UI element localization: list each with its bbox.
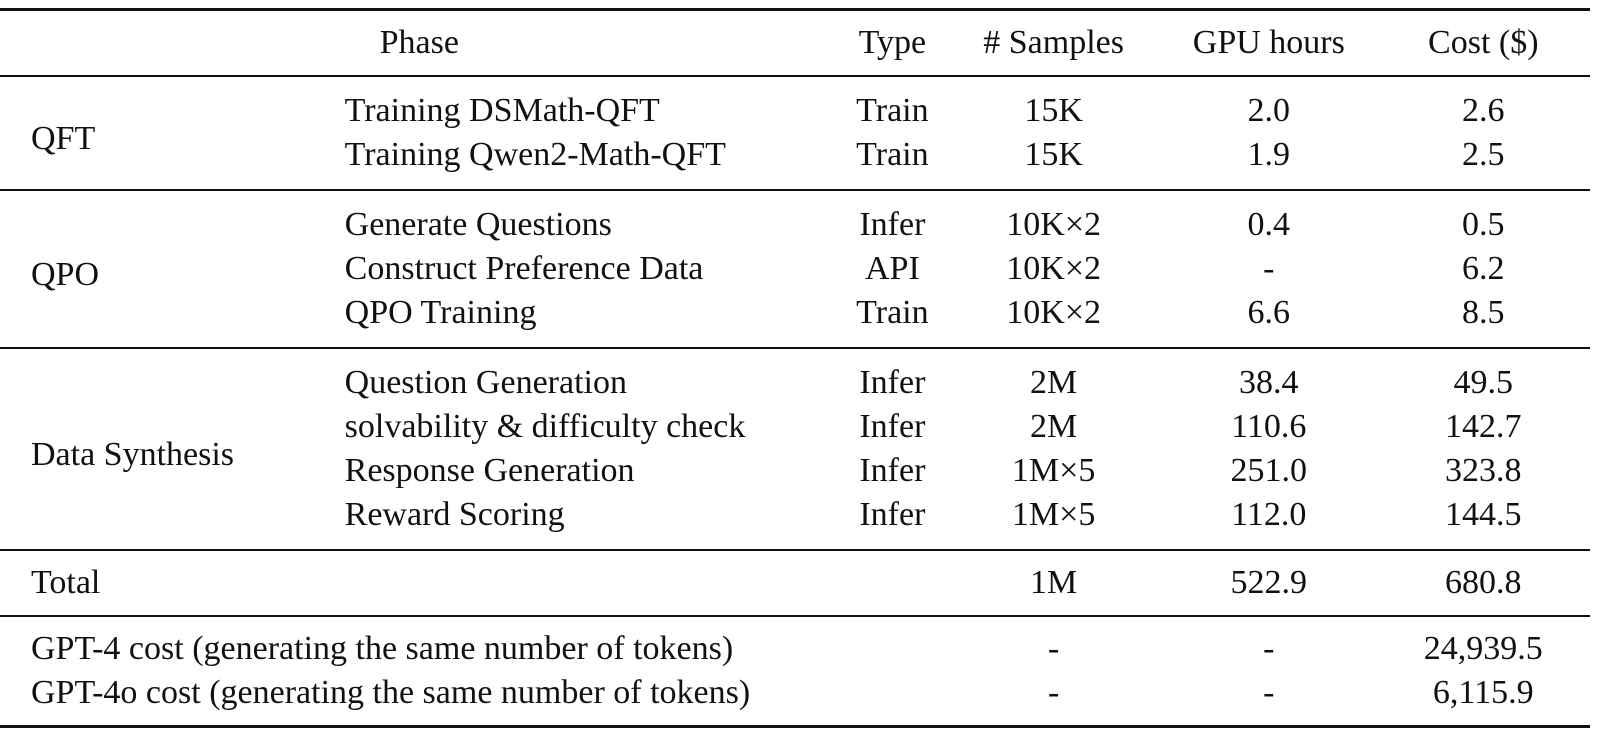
type-cell: Infer [859, 452, 926, 489]
samples-cell: 2M [1030, 408, 1078, 445]
table-row: Construct Preference Data API 10K×2 - 6.… [0, 247, 1590, 291]
step-label: Training Qwen2-Math-QFT [344, 136, 726, 173]
samples-cell: 1M×5 [1011, 452, 1096, 489]
step-label: Reward Scoring [344, 496, 565, 533]
step-label: Training DSMath-QFT [315, 75, 839, 133]
cost-cell: 6.2 [1462, 250, 1505, 287]
type-cell: Train [856, 294, 929, 331]
total-label: Total [0, 549, 947, 616]
group-label-data-synthesis: Data Synthesis [0, 347, 316, 550]
gpu-hours-cell: 1.9 [1247, 136, 1291, 173]
total-samples: 1M [946, 549, 1162, 616]
comparison-row-gpt4o: GPT-4o cost (generating the same number … [0, 671, 1590, 728]
step-label: Response Generation [344, 452, 635, 489]
gpu-hours-cell: 251.0 [1230, 452, 1308, 489]
cost-cell: 142.7 [1445, 408, 1522, 445]
table-row: Training Qwen2-Math-QFT Train 15K 1.9 2.… [0, 133, 1590, 190]
gpu-hours-cell: 6.6 [1247, 294, 1291, 331]
gpu-hours-cell: 110.6 [1231, 408, 1307, 445]
total-cost: 680.8 [1376, 549, 1590, 616]
table-row: QPO Training Train 10K×2 6.6 8.5 [0, 291, 1590, 348]
cost-cell: 2.6 [1376, 75, 1590, 133]
samples-cell: 15K [946, 75, 1162, 133]
comparison-samples: - [946, 671, 1162, 728]
total-row: Total 1M 522.9 680.8 [0, 549, 1590, 616]
gpu-hours-cell: 38.4 [1161, 347, 1377, 405]
gpu-hours-cell: 112.0 [1231, 496, 1307, 533]
gpu-hours-cell: - [1263, 250, 1275, 287]
type-cell: Infer [859, 408, 926, 445]
cost-cell: 2.5 [1462, 136, 1505, 173]
cost-cell: 49.5 [1376, 347, 1590, 405]
step-label: solvability & difficulty check [344, 408, 746, 445]
samples-cell: 2M [946, 347, 1162, 405]
cost-cell: 144.5 [1445, 496, 1522, 533]
type-cell: Infer [859, 496, 926, 533]
comparison-cost: 24,939.5 [1376, 615, 1590, 671]
comparison-samples: - [946, 615, 1162, 671]
table-row: Reward Scoring Infer 1M×5 112.0 144.5 [0, 493, 1590, 550]
group-label-qpo: QPO [0, 189, 316, 348]
type-cell: Train [856, 136, 929, 173]
comparison-gpu-hours: - [1161, 671, 1377, 728]
samples-cell: 10K×2 [1006, 250, 1101, 287]
table-header-row: Phase Type # Samples GPU hours Cost ($) [0, 8, 1590, 76]
total-gpu-hours: 522.9 [1161, 549, 1377, 616]
samples-cell: 10K×2 [1006, 294, 1101, 331]
type-cell: Infer [838, 347, 947, 405]
table-row: QPO Generate Questions Infer 10K×2 0.4 0… [0, 189, 1590, 348]
header-type: Type [838, 8, 947, 76]
table-row: Data Synthesis Question Generation Infer… [0, 347, 1590, 550]
step-label: QPO Training [344, 294, 537, 331]
table-row: Response Generation Infer 1M×5 251.0 323… [0, 449, 1590, 493]
group-label-qft: QFT [0, 75, 316, 190]
cost-cell: 323.8 [1445, 452, 1522, 489]
comparison-label: GPT-4 cost (generating the same number o… [0, 615, 947, 671]
samples-cell: 1M×5 [1011, 496, 1096, 533]
header-samples: # Samples [946, 8, 1162, 76]
gpu-hours-cell: 0.4 [1161, 189, 1377, 247]
table-row: solvability & difficulty check Infer 2M … [0, 405, 1590, 449]
samples-cell: 15K [1024, 136, 1083, 173]
cost-cell: 0.5 [1376, 189, 1590, 247]
gpu-hours-cell: 2.0 [1161, 75, 1377, 133]
step-label: Question Generation [315, 347, 839, 405]
type-cell: Train [838, 75, 947, 133]
cost-table: Phase Type # Samples GPU hours Cost ($) … [0, 8, 1590, 728]
header-cost: Cost ($) [1376, 8, 1590, 76]
step-label: Generate Questions [315, 189, 839, 247]
header-gpu-hours: GPU hours [1161, 8, 1377, 76]
table-row: QFT Training DSMath-QFT Train 15K 2.0 2.… [0, 75, 1590, 190]
samples-cell: 10K×2 [946, 189, 1162, 247]
header-phase: Phase [0, 8, 839, 76]
step-label: Construct Preference Data [344, 250, 704, 287]
comparison-label: GPT-4o cost (generating the same number … [0, 671, 947, 728]
comparison-row-gpt4: GPT-4 cost (generating the same number o… [0, 615, 1590, 671]
comparison-cost: 6,115.9 [1376, 671, 1590, 728]
type-cell: Infer [838, 189, 947, 247]
comparison-gpu-hours: - [1161, 615, 1377, 671]
cost-cell: 8.5 [1462, 294, 1505, 331]
type-cell: API [864, 250, 920, 287]
